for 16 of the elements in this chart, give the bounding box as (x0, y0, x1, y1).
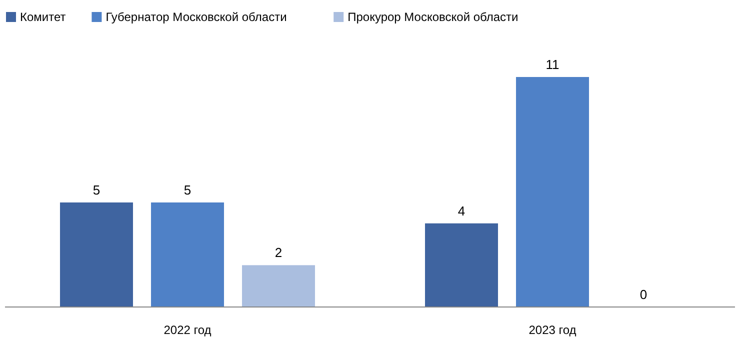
legend-label: Губернатор Московской области (106, 10, 287, 24)
bar (242, 265, 315, 307)
bar (60, 202, 133, 307)
x-tick-label: 2022 год (164, 323, 212, 337)
x-tick-label: 2023 год (528, 323, 576, 337)
data-label: 2 (274, 245, 282, 260)
data-label: 11 (546, 57, 560, 72)
data-label: 5 (184, 182, 192, 198)
data-label: 4 (458, 203, 466, 218)
data-label: 5 (92, 182, 100, 198)
bar (516, 77, 589, 307)
legend-label: Комитет (20, 10, 66, 24)
data-label: 0 (640, 287, 648, 302)
legend-label: Прокурор Московской области (348, 10, 518, 24)
bar (151, 202, 224, 307)
bar (425, 223, 498, 307)
